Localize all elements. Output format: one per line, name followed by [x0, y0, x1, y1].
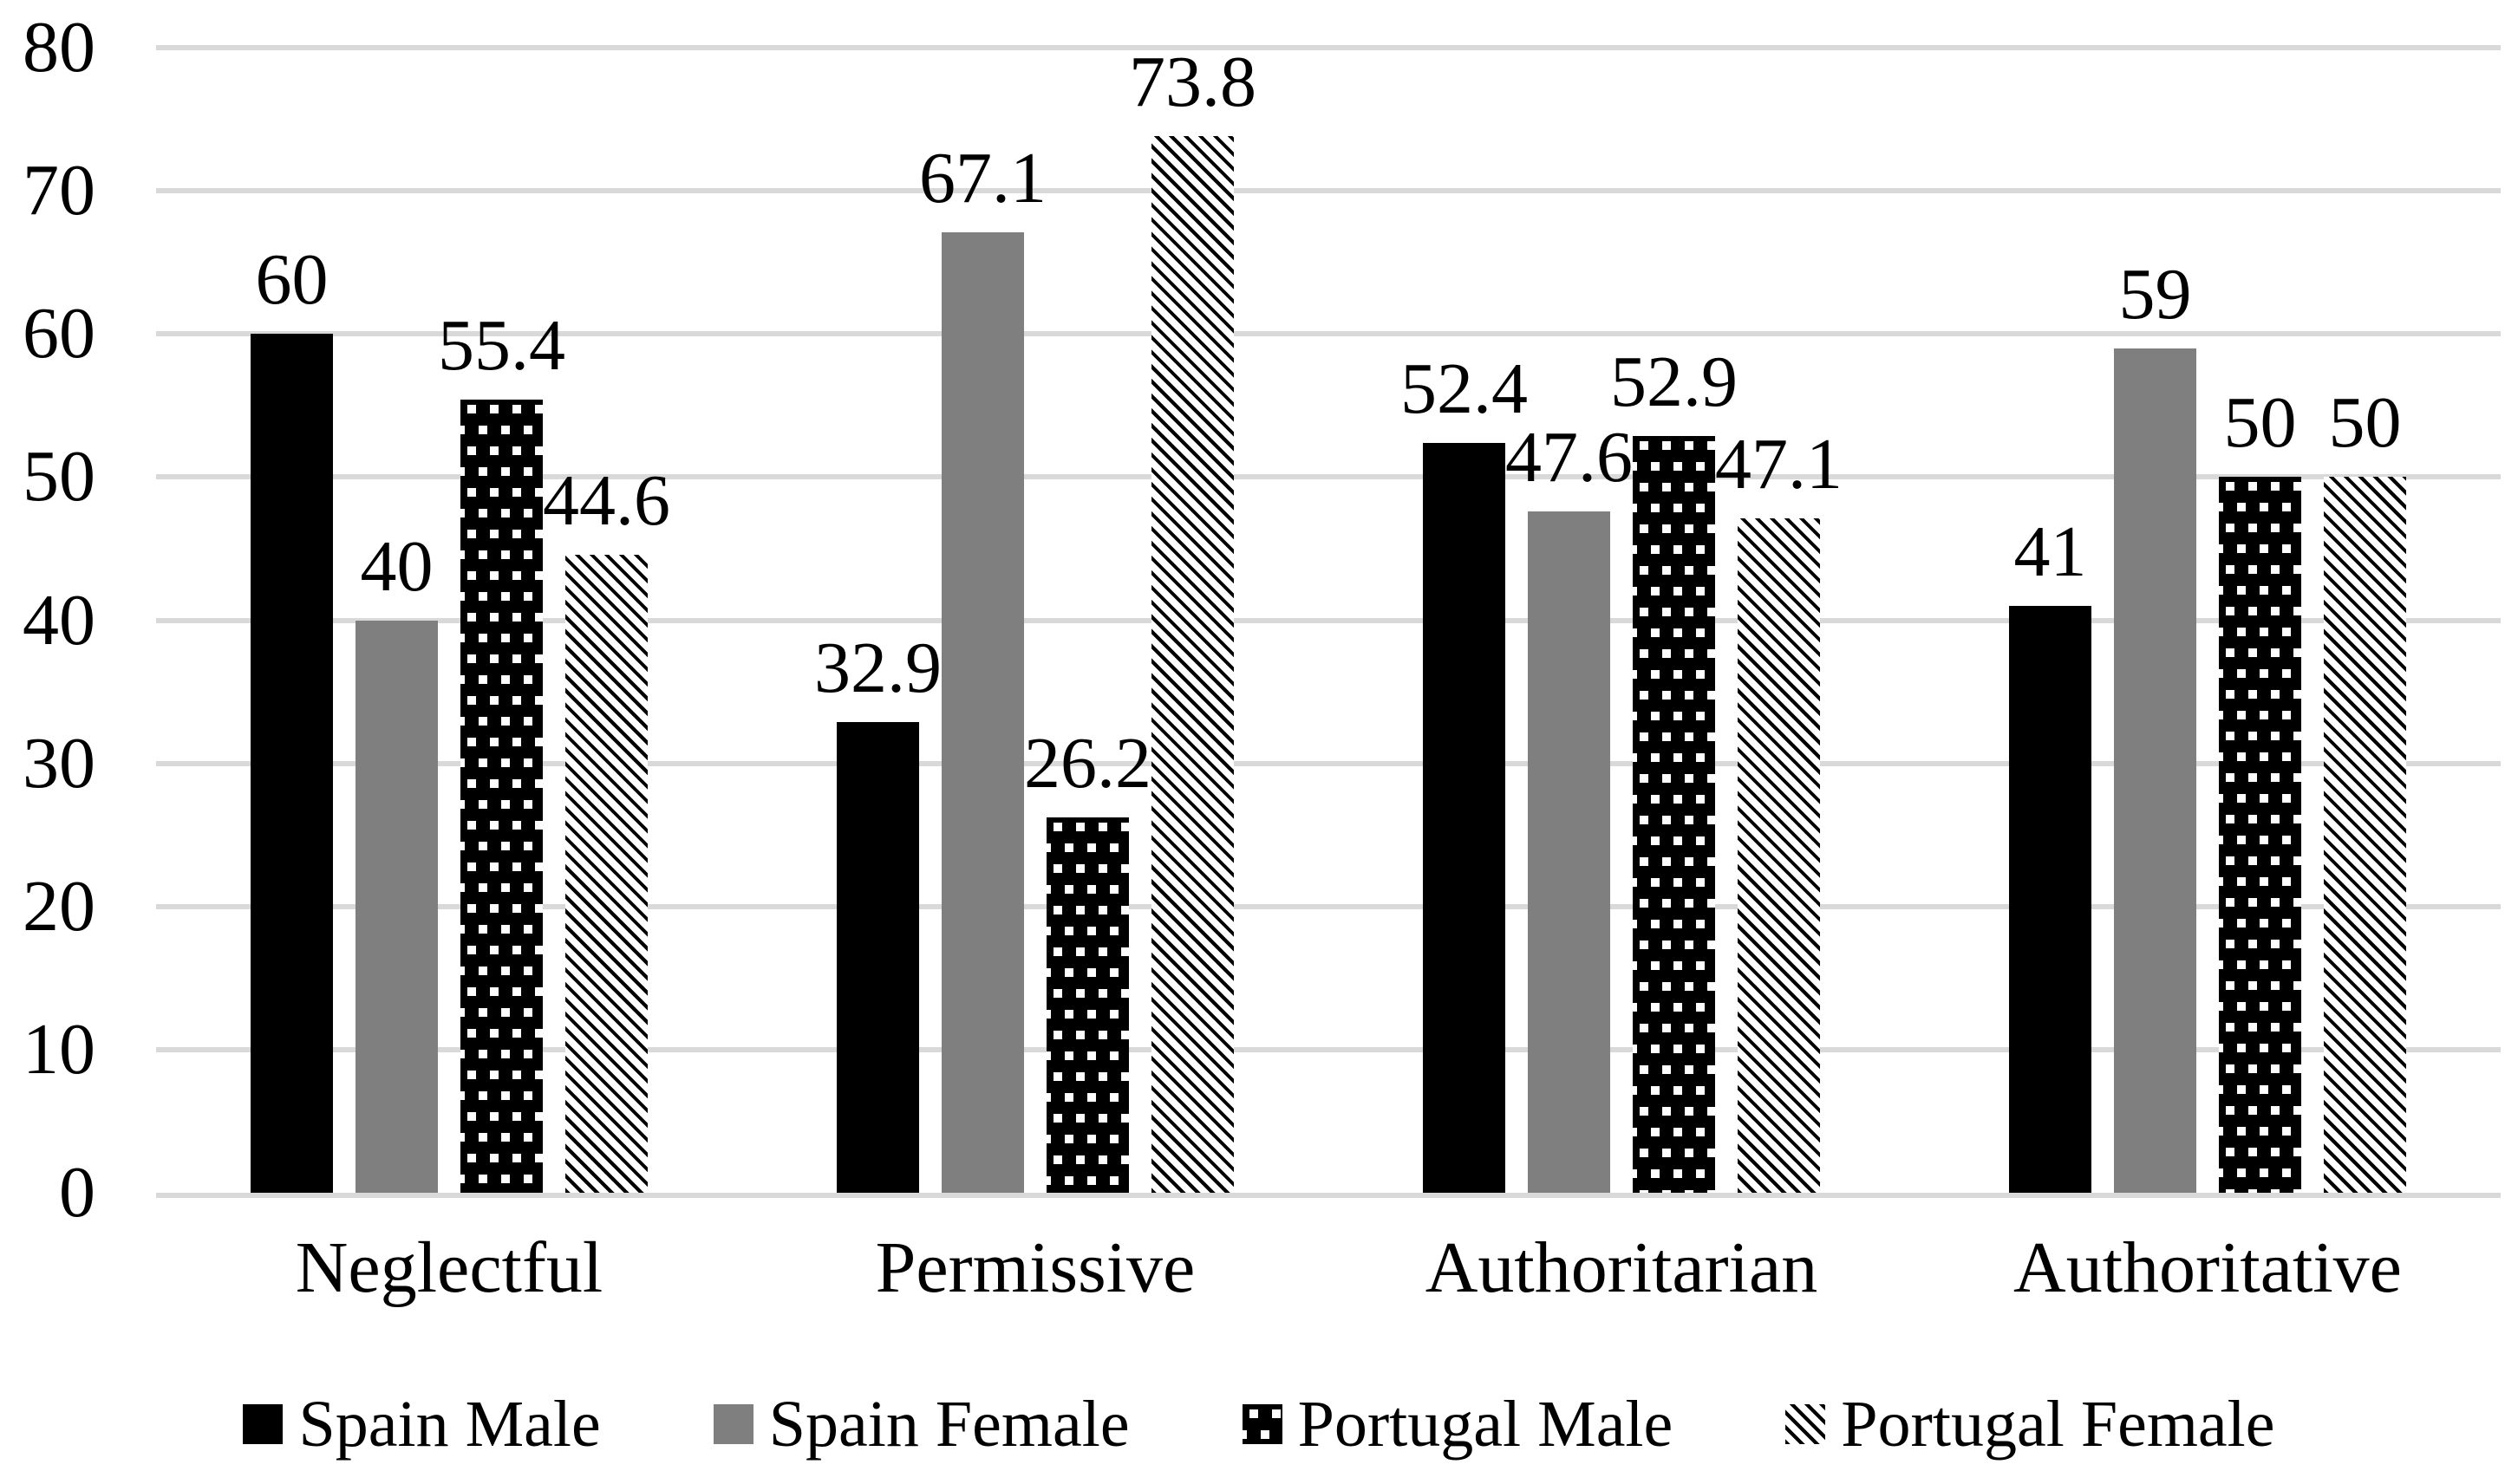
bar-portugal-male-neglectful: 55.4 — [438, 309, 565, 1193]
bar-portugal-female-neglectful: 44.6 — [543, 464, 670, 1193]
value-label-spain-male-authoritative: 41 — [2013, 511, 2087, 592]
y-tick-label-0: 0 — [59, 1152, 95, 1233]
y-tick-label-60: 60 — [23, 293, 95, 374]
bar-spain-female-authoritarian: 47.6 — [1505, 421, 1633, 1193]
value-label-spain-male-permissive: 32.9 — [814, 627, 942, 708]
plot-area: 60 40 55.4 44.6 32.9 67.1 26.2 73.8 52.4 47.6 52.9… — [156, 45, 2501, 1198]
value-label-portugal-male-permissive: 26.2 — [1024, 723, 1151, 804]
y-tick-label-20: 20 — [23, 865, 95, 947]
value-label-spain-female-authoritarian: 47.6 — [1505, 417, 1633, 498]
bar-group-neglectful: 60 40 55.4 44.6 — [156, 48, 742, 1193]
value-label-portugal-female-authoritarian: 47.1 — [1715, 424, 1843, 505]
bar-portugal-female-authoritarian: 47.1 — [1715, 428, 1843, 1193]
x-axis-label-neglectful: Neglectful — [295, 1227, 603, 1308]
legend-item-portugal-male: Portugal Male — [1242, 1388, 1673, 1461]
value-label-spain-female-neglectful: 40 — [360, 525, 434, 607]
value-label-portugal-male-authoritarian: 52.9 — [1610, 341, 1738, 422]
value-label-spain-male-authoritarian: 52.4 — [1400, 348, 1528, 429]
value-label-portugal-female-authoritative: 50 — [2328, 382, 2402, 464]
bar-spain-male-authoritative: 41 — [2009, 516, 2091, 1193]
gridline-50 — [156, 474, 2501, 480]
bar-spain-female-permissive: 67.1 — [919, 142, 1047, 1193]
x-axis-label-permissive: Permissive — [875, 1227, 1196, 1308]
y-tick-label-50: 50 — [23, 436, 95, 517]
legend-label-portugal-male: Portugal Male — [1297, 1388, 1673, 1461]
bar-spain-female-authoritative: 59 — [2114, 257, 2196, 1193]
x-axis-label-authoritative: Authoritative — [2013, 1227, 2402, 1308]
value-label-portugal-female-neglectful: 44.6 — [543, 459, 670, 541]
gridline-40 — [156, 617, 2501, 623]
value-label-portugal-male-neglectful: 55.4 — [438, 305, 565, 387]
y-tick-label-70: 70 — [23, 150, 95, 231]
bar-portugal-male-authoritarian: 52.9 — [1610, 345, 1738, 1193]
legend-label-spain-female: Spain Female — [768, 1388, 1130, 1461]
legend-item-spain-male: Spain Male — [243, 1388, 601, 1461]
x-axis: Neglectful Permissive Authoritarian Authori… — [156, 1227, 2501, 1311]
value-label-spain-female-permissive: 67.1 — [919, 138, 1047, 219]
y-axis: 0 10 20 30 40 50 60 70 80 — [0, 0, 95, 1484]
legend: Spain Male Spain Female Portugal Male Portu… — [0, 1374, 2518, 1474]
bar-spain-male-authoritarian: 52.4 — [1400, 352, 1528, 1193]
legend-label-portugal-female: Portugal Female — [1841, 1388, 2275, 1461]
legend-item-spain-female: Spain Female — [713, 1388, 1130, 1461]
value-label-spain-female-authoritative: 59 — [2118, 253, 2192, 335]
value-label-spain-male-neglectful: 60 — [255, 239, 329, 321]
gridline-20 — [156, 903, 2501, 909]
bar-spain-male-neglectful: 60 — [251, 244, 333, 1193]
legend-swatch-spain-male — [243, 1404, 284, 1444]
bar-portugal-male-authoritative: 50 — [2219, 387, 2301, 1193]
bar-spain-male-permissive: 32.9 — [814, 631, 942, 1193]
bar-portugal-male-permissive: 26.2 — [1024, 727, 1151, 1193]
y-tick-label-40: 40 — [23, 579, 95, 661]
gridline-60 — [156, 331, 2501, 337]
gridline-10 — [156, 1046, 2501, 1052]
legend-item-portugal-female: Portugal Female — [1785, 1388, 2275, 1461]
legend-swatch-portugal-male — [1242, 1404, 1282, 1444]
bar-group-permissive: 32.9 67.1 26.2 73.8 — [742, 46, 1328, 1193]
bar-spain-female-neglectful: 40 — [356, 530, 438, 1193]
bar-group-authoritarian: 52.4 47.6 52.9 47.1 — [1328, 48, 1915, 1193]
gridline-80 — [156, 45, 2501, 50]
gridline-70 — [156, 188, 2501, 194]
bar-group-authoritative: 41 59 50 50 — [1915, 48, 2501, 1193]
value-label-portugal-male-authoritative: 50 — [2223, 382, 2297, 464]
legend-label-spain-male: Spain Male — [298, 1388, 601, 1461]
legend-swatch-spain-female — [713, 1404, 753, 1444]
gridline-30 — [156, 760, 2501, 766]
bar-portugal-female-authoritative: 50 — [2324, 387, 2406, 1193]
legend-swatch-portugal-female — [1785, 1404, 1826, 1444]
bar-portugal-female-permissive: 73.8 — [1129, 46, 1256, 1193]
value-label-portugal-female-permissive: 73.8 — [1129, 42, 1256, 123]
y-tick-label-30: 30 — [23, 722, 95, 804]
y-tick-label-10: 10 — [23, 1008, 95, 1090]
bar-groups: 60 40 55.4 44.6 32.9 67.1 26.2 73.8 52.4 47.6 52.9… — [156, 46, 2501, 1193]
y-tick-label-80: 80 — [23, 7, 95, 88]
x-axis-label-authoritarian: Authoritarian — [1425, 1227, 1818, 1308]
